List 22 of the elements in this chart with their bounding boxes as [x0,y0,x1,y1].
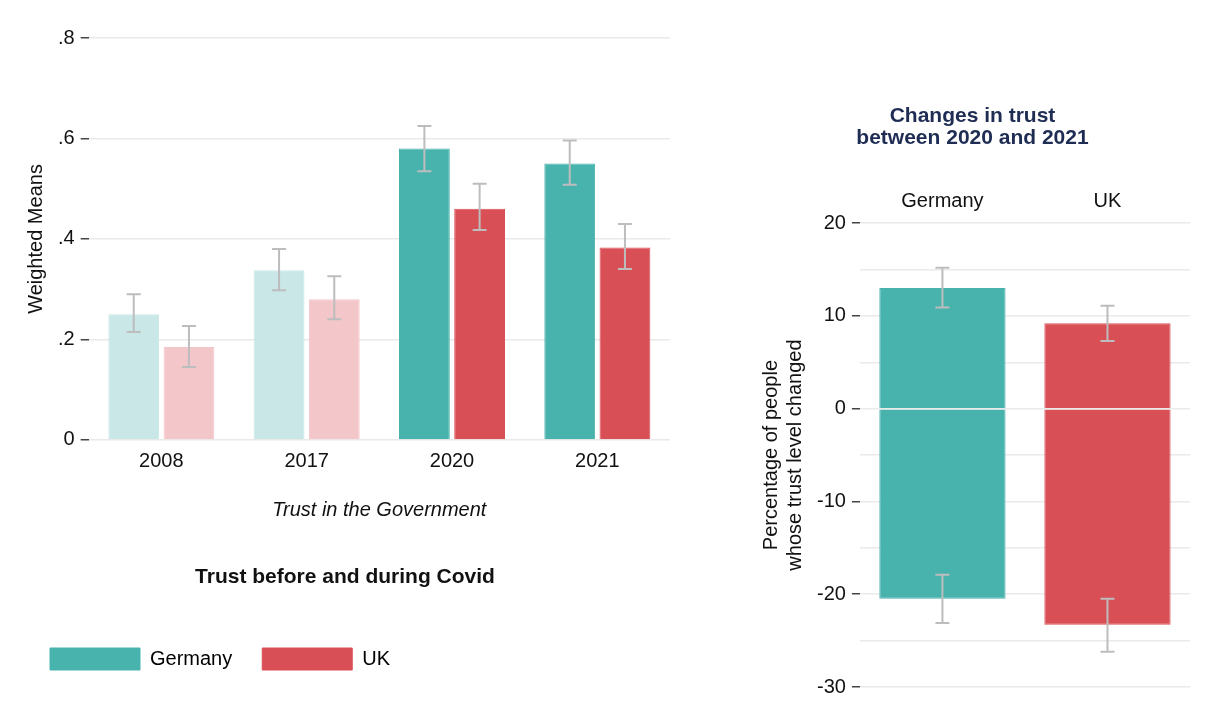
legend-label: Germany [150,646,233,669]
y-axis-title: Percentage of people whose trust level changed [758,339,805,572]
y-tick-label: 10 [823,303,846,326]
y-tick-label: -30 [817,674,846,697]
y-tick-label: -10 [817,488,846,511]
y-tick-label: .8 [57,25,75,48]
x-tick-label: 2020 [429,449,475,472]
y-tick-label: 0 [834,396,846,419]
y-tick-label: 20 [823,210,846,233]
x-tick-label: 2017 [284,449,329,472]
chart-title: Changes in trust between 2020 and 2021 [856,102,1089,148]
y-tick-label: .6 [57,126,75,148]
y-axis-title: Weighted Means [23,164,46,314]
text: Trust before and during Covid [195,563,495,587]
y-tick-label: -20 [817,581,846,604]
legend-label: UK [362,646,391,669]
x-axis-title: Trust in the Government [272,497,488,520]
y-tick-label: .4 [57,226,75,249]
x-tick-label: 2021 [575,449,620,472]
y-tick-label: 0 [63,427,75,450]
x-tick-label: 2008 [139,449,184,472]
y-tick-label: .2 [57,326,75,349]
